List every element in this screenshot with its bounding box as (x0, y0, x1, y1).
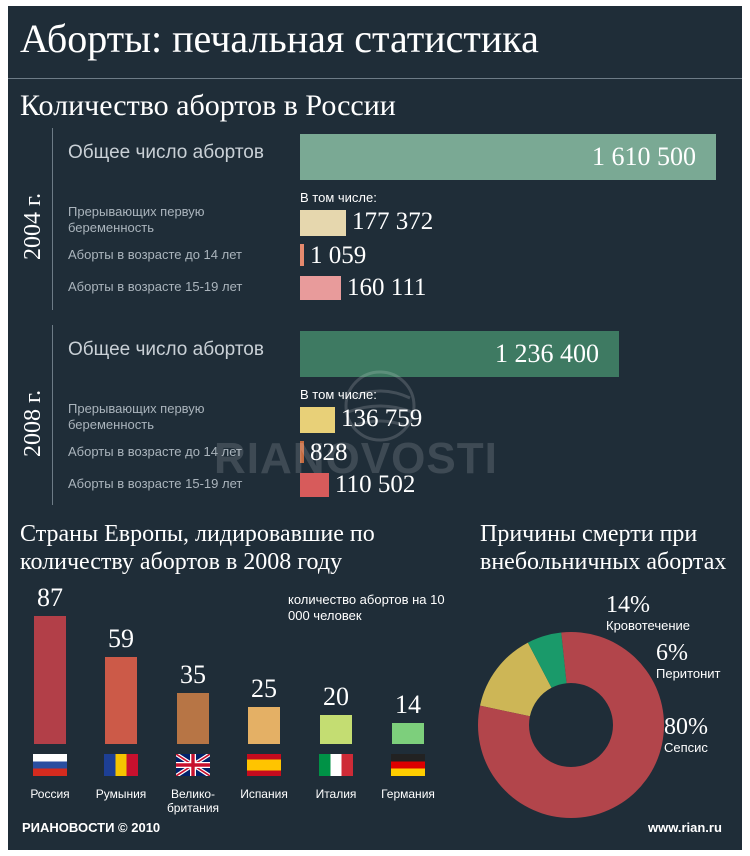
row-label: Аборты в возрасте до 14 лет (68, 444, 242, 459)
data-label: 87 (37, 583, 63, 612)
included-label: В том числе: (300, 387, 377, 402)
data-label: 25 (251, 674, 277, 703)
bar-mark (300, 210, 346, 236)
data-label: 35 (180, 660, 206, 689)
bar-mark (300, 407, 335, 433)
included-label: В том числе: (300, 190, 377, 205)
row-label: Общее число абортов (68, 339, 264, 360)
ria-logo: РИАНОВОСТИ © 2010 (22, 820, 161, 835)
row-label: Прерывающих первую беременность (68, 401, 205, 432)
watermark-globe-icon (344, 370, 416, 442)
bar-mark (34, 616, 66, 744)
data-label: 160 111 (347, 274, 427, 301)
data-label: 828 (310, 439, 348, 466)
data-label: 14 (395, 690, 421, 719)
donut-slice (480, 642, 552, 717)
category-label: Испания (240, 787, 288, 801)
year-label: 2004 г. (20, 192, 46, 260)
europe-section-title: Страны Европы, лидировавшие по количеств… (20, 521, 375, 575)
romania-flag-icon (104, 754, 138, 776)
bar-mark (300, 244, 304, 266)
data-label: 136 759 (341, 405, 423, 432)
slice-percent: 6% (656, 640, 688, 666)
bar-mark (300, 134, 716, 180)
bar-mark (300, 331, 619, 377)
row-label: Общее число абортов (68, 142, 264, 163)
page-title: Аборты: печальная статистика (20, 16, 539, 61)
watermark-text: RIANOVOSTI (214, 434, 498, 483)
spain-flag-icon (247, 754, 281, 776)
category-label: Велико-британия (166, 787, 220, 815)
title-divider (8, 78, 742, 79)
germany-flag-icon (391, 754, 425, 776)
russia-section-title: Количество абортов в России (20, 89, 396, 122)
russia-flag-icon (33, 754, 67, 776)
donut-slice (527, 632, 567, 688)
year-label: 2008 г. (20, 389, 46, 457)
row-label: Аборты в возрасте до 14 лет (68, 247, 242, 262)
bar-mark (300, 276, 341, 300)
data-label: 1 236 400 (495, 339, 599, 368)
bar-mark (177, 693, 209, 744)
uk-flag-icon (176, 754, 210, 776)
data-label: 59 (108, 624, 134, 653)
causes-donut-chart (478, 632, 664, 818)
bar-mark (105, 657, 137, 744)
bar-mark (300, 473, 329, 497)
slice-percent: 14% (606, 592, 650, 618)
data-label: 1 059 (310, 242, 367, 269)
data-label: 1 610 500 (592, 142, 696, 171)
data-label: 177 372 (352, 208, 434, 235)
infographic-frame: Аборты: печальная статистика Количество … (8, 6, 742, 850)
slice-label: Кровотечение (606, 618, 691, 633)
slice-label: Перитонит (656, 666, 721, 681)
bar-mark (248, 707, 280, 744)
row-label: Аборты в возрасте 15-19 лет (68, 279, 243, 294)
row-label: Прерывающих первую беременность (68, 204, 205, 235)
row-label: Аборты в возрасте 15-19 лет (68, 476, 243, 491)
year-divider (52, 325, 53, 505)
slice-label: Сепсис (664, 740, 708, 755)
category-label: Италия (315, 787, 357, 801)
data-label: 20 (323, 682, 349, 711)
year-divider (52, 128, 53, 310)
italy-flag-icon (319, 754, 353, 776)
site-url: www.rian.ru (648, 820, 722, 835)
slice-percent: 80% (664, 714, 708, 740)
category-label: Румыния (95, 787, 147, 801)
causes-section-title: Причины смерти при внебольничных абортах (480, 521, 727, 575)
data-label: 110 502 (335, 471, 416, 498)
category-label: Россия (30, 787, 70, 801)
bar-mark (392, 723, 424, 744)
donut-slice (478, 632, 664, 818)
europe-chart-note: количество абортов на 10 000 человек (288, 592, 445, 623)
category-label: Германия (381, 787, 435, 801)
bar-mark (320, 715, 352, 744)
bar-mark (300, 441, 304, 463)
